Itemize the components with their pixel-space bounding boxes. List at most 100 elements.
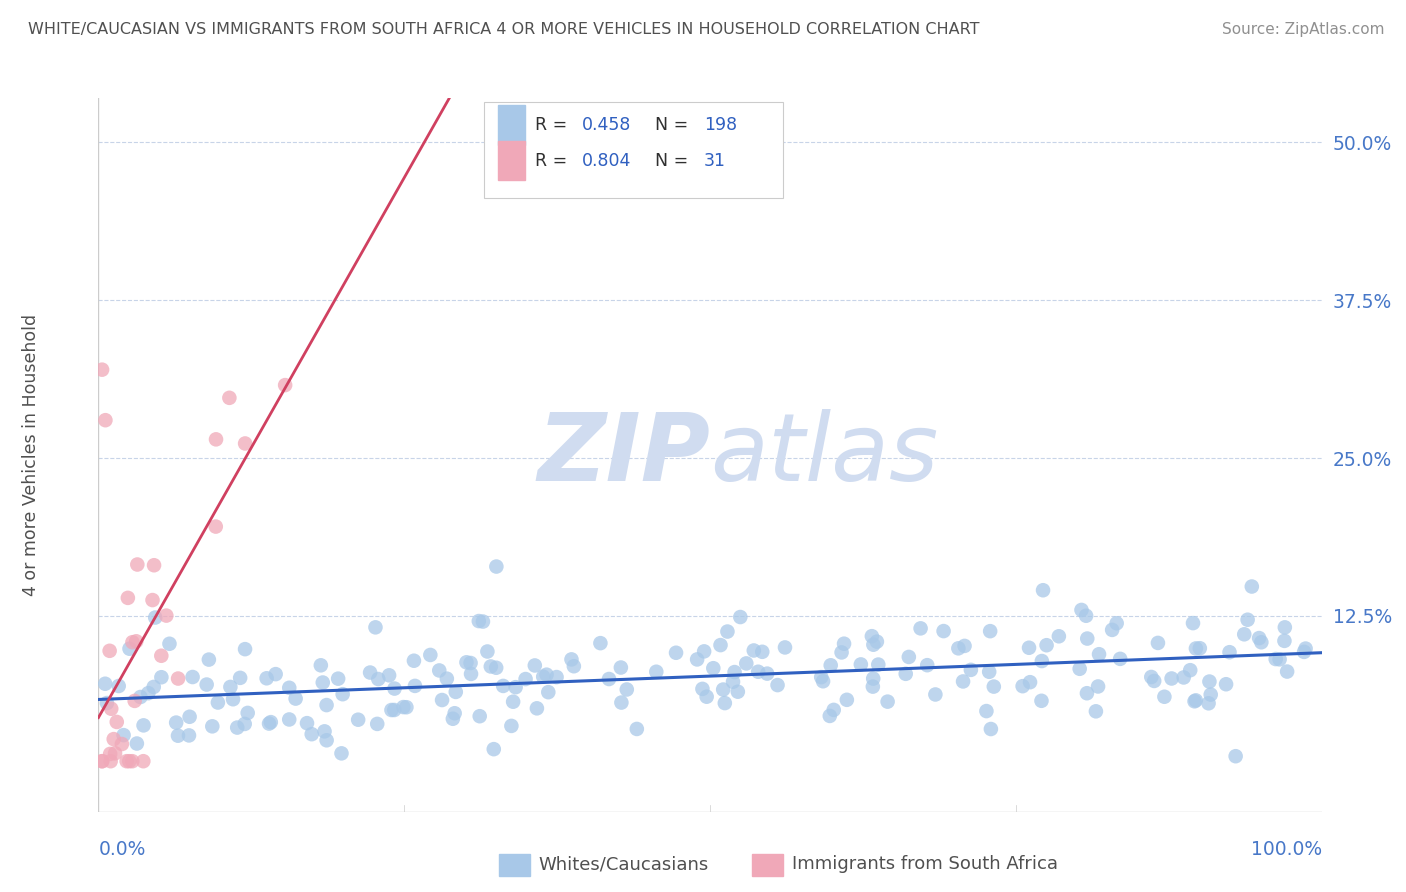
- Point: [205, 433, 228, 447]
- Point: [98, 747, 121, 761]
- Point: [384, 681, 406, 696]
- Point: [1294, 645, 1316, 659]
- Point: [107, 679, 129, 693]
- Point: [395, 700, 418, 714]
- Point: [711, 682, 734, 697]
- Point: [979, 665, 1001, 679]
- Point: [274, 378, 297, 392]
- Point: [1101, 623, 1123, 637]
- Point: [402, 654, 425, 668]
- Point: [312, 675, 335, 690]
- Point: [419, 648, 441, 662]
- Point: [124, 694, 146, 708]
- Point: [167, 729, 190, 743]
- Point: [1233, 627, 1256, 641]
- Point: [894, 666, 917, 681]
- Point: [910, 621, 932, 635]
- Point: [233, 717, 256, 731]
- Text: N =: N =: [655, 152, 693, 169]
- Point: [862, 680, 884, 694]
- Point: [295, 716, 318, 731]
- Point: [256, 671, 278, 685]
- Point: [460, 667, 482, 681]
- Point: [201, 719, 224, 733]
- Point: [1188, 641, 1211, 656]
- Point: [427, 664, 450, 678]
- Point: [502, 695, 524, 709]
- Point: [1249, 631, 1271, 645]
- Point: [1032, 583, 1054, 598]
- Point: [953, 639, 976, 653]
- Point: [1275, 665, 1298, 679]
- Point: [136, 686, 159, 700]
- Point: [367, 672, 389, 686]
- Point: [1181, 616, 1204, 631]
- Point: [714, 696, 737, 710]
- Point: [485, 661, 508, 675]
- Point: [979, 624, 1001, 639]
- Point: [1198, 674, 1220, 689]
- Point: [1268, 652, 1291, 666]
- Point: [523, 658, 546, 673]
- Point: [1180, 663, 1202, 677]
- Point: [167, 672, 190, 686]
- Point: [332, 687, 354, 701]
- Point: [100, 702, 122, 716]
- Point: [1218, 645, 1240, 659]
- Point: [165, 715, 187, 730]
- Point: [91, 754, 114, 768]
- Point: [1250, 635, 1272, 649]
- Point: [141, 593, 163, 607]
- Point: [359, 665, 381, 680]
- Point: [441, 712, 464, 726]
- Text: 0.0%: 0.0%: [98, 839, 146, 858]
- Point: [820, 658, 842, 673]
- Point: [257, 716, 280, 731]
- Point: [179, 710, 201, 724]
- Point: [832, 637, 855, 651]
- Point: [686, 652, 709, 666]
- Text: N =: N =: [655, 116, 693, 134]
- Point: [610, 660, 633, 674]
- Point: [1076, 686, 1098, 700]
- Point: [181, 670, 204, 684]
- Point: [1069, 662, 1091, 676]
- Point: [1184, 693, 1206, 707]
- Point: [443, 706, 465, 721]
- Point: [626, 722, 648, 736]
- Point: [233, 436, 256, 450]
- Point: [111, 737, 134, 751]
- Point: [693, 644, 716, 658]
- Point: [835, 693, 858, 707]
- Point: [104, 746, 127, 760]
- Text: 100.0%: 100.0%: [1250, 839, 1322, 858]
- FancyBboxPatch shape: [498, 105, 526, 145]
- Point: [773, 640, 796, 655]
- Point: [1274, 633, 1296, 648]
- Point: [301, 727, 323, 741]
- Point: [1173, 670, 1195, 684]
- Point: [236, 706, 259, 720]
- Point: [121, 635, 143, 649]
- Point: [143, 610, 166, 624]
- Point: [195, 677, 218, 691]
- Point: [98, 644, 121, 658]
- Point: [598, 672, 620, 686]
- Text: 4 or more Vehicles in Household: 4 or more Vehicles in Household: [22, 314, 41, 596]
- Point: [849, 657, 872, 672]
- Point: [105, 714, 128, 729]
- Point: [897, 649, 920, 664]
- Point: [721, 674, 744, 689]
- Point: [142, 680, 165, 694]
- Point: [96, 696, 118, 710]
- Point: [118, 641, 141, 656]
- Point: [730, 610, 752, 624]
- Point: [315, 733, 337, 747]
- Point: [501, 719, 523, 733]
- Point: [468, 614, 491, 628]
- Point: [1070, 603, 1092, 617]
- Point: [645, 665, 668, 679]
- Point: [980, 722, 1002, 736]
- Point: [952, 674, 974, 689]
- Point: [330, 747, 353, 761]
